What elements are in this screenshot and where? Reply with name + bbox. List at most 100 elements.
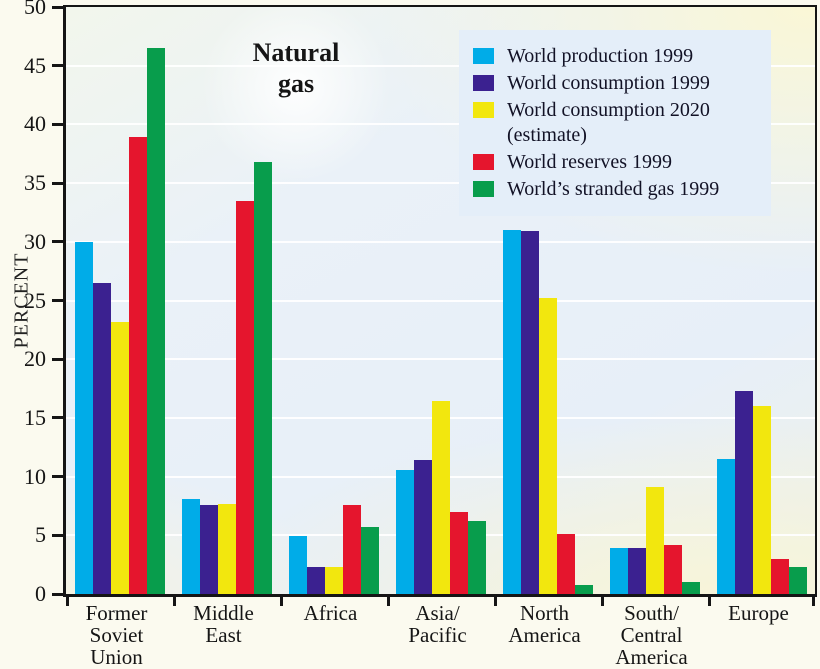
bar-world-consumption-1999	[734, 390, 753, 594]
legend-item-4: World reserves 1999	[473, 150, 771, 175]
bar-world-consumption-1999	[413, 460, 432, 594]
y-tick-label-0: 0	[35, 581, 46, 606]
x-category-label-1: Former Soviet Union	[85, 601, 148, 669]
y-tick-10	[52, 475, 63, 479]
y-tick-label-20: 20	[24, 346, 46, 372]
x-tick-3	[387, 597, 390, 606]
x-tick-1	[173, 597, 176, 606]
bar-world-consumption-2020-estimate	[538, 298, 557, 594]
y-tick-20	[52, 357, 63, 361]
legend-swatch-icon	[473, 48, 494, 64]
gridline-20	[66, 358, 815, 361]
bar-world-consumption-2020-estimate	[431, 401, 450, 594]
gridline-30	[66, 240, 815, 243]
y-tick-45	[52, 64, 63, 68]
y-tick-label-40: 40	[24, 111, 46, 137]
bar-world-reserves-1999	[342, 504, 361, 594]
bar-world-production-1999	[609, 548, 628, 594]
bar-world-consumption-1999	[199, 504, 218, 594]
y-tick-label-5: 5	[35, 522, 46, 548]
bar-group-5	[494, 7, 601, 594]
legend-label: World consumption 2020 (estimate)	[507, 99, 710, 146]
bar-group-1	[66, 7, 173, 594]
bar-world-consumption-2020-estimate	[324, 567, 343, 594]
bar-group-3	[280, 7, 387, 594]
bar-world-s-stranded-gas-1999	[360, 527, 379, 594]
gridline-40	[66, 123, 815, 126]
bar-world-reserves-1999	[556, 534, 575, 594]
bar-world-consumption-2020-estimate	[110, 321, 129, 594]
y-tick-label-35: 35	[24, 170, 46, 196]
bar-world-production-1999	[395, 469, 414, 594]
y-tick-15	[52, 416, 63, 420]
legend-label: World reserves 1999	[507, 151, 673, 173]
y-tick-30	[52, 240, 63, 244]
bar-world-s-stranded-gas-1999	[574, 584, 593, 594]
y-tick-25	[52, 299, 63, 302]
bar-world-reserves-1999	[770, 558, 789, 594]
y-tick-label-15: 15	[24, 404, 46, 430]
bar-world-production-1999	[74, 241, 93, 594]
y-tick-0	[52, 592, 63, 596]
legend-label: World’s stranded gas 1999	[507, 178, 720, 200]
y-tick-label-50: 50	[24, 0, 46, 19]
legend-swatch-icon	[473, 75, 494, 91]
x-category-label-5: North America	[508, 601, 581, 647]
y-tick-label-10: 10	[24, 463, 46, 489]
x-tick-0	[66, 597, 69, 606]
legend-item-1: World production 1999	[473, 44, 771, 69]
x-category-label-7: Europe	[728, 601, 789, 625]
x-tick-5	[601, 597, 604, 606]
bar-group-2	[173, 7, 280, 594]
gridline-25	[66, 299, 815, 302]
bar-world-s-stranded-gas-1999	[253, 161, 272, 594]
plot-area: Natural gas World production 1999 World c…	[24, 0, 817, 606]
bar-world-production-1999	[288, 536, 307, 594]
legend-item-3: World consumption 2020 (estimate)	[473, 98, 771, 148]
legend-item-2: World consumption 1999	[473, 71, 771, 96]
legend-swatch-icon	[473, 154, 494, 170]
bar-world-production-1999	[181, 498, 200, 594]
y-tick-40	[52, 122, 63, 126]
bar-world-s-stranded-gas-1999	[146, 48, 165, 594]
legend-label: World production 1999	[507, 45, 694, 67]
bar-group-4	[387, 7, 494, 594]
x-tick-4	[494, 597, 497, 606]
legend-swatch-icon	[473, 102, 494, 118]
bar-world-production-1999	[716, 459, 735, 594]
y-tick-label-25: 25	[24, 287, 46, 313]
bar-world-s-stranded-gas-1999	[467, 521, 486, 594]
gridline-35	[66, 182, 815, 185]
y-tick-50	[52, 5, 63, 9]
chart-title: Natural gas	[252, 38, 340, 99]
bar-world-consumption-2020-estimate	[752, 406, 771, 594]
y-tick-35	[52, 181, 63, 185]
y-tick-5	[52, 533, 63, 537]
x-tick-2	[280, 597, 283, 606]
bar-world-reserves-1999	[663, 544, 682, 594]
legend-label: World consumption 1999	[507, 72, 710, 94]
bar-world-consumption-1999	[306, 567, 325, 594]
bar-world-s-stranded-gas-1999	[788, 567, 807, 594]
legend: World production 1999 World consumption 1…	[459, 30, 771, 216]
y-tick-label-45: 45	[24, 52, 46, 78]
bar-world-consumption-2020-estimate	[645, 487, 664, 594]
x-category-label-3: Africa	[303, 601, 358, 625]
y-tick-label-30: 30	[24, 228, 46, 254]
x-tick-7	[812, 597, 815, 606]
bar-group-6	[601, 7, 708, 594]
bar-world-production-1999	[502, 230, 521, 594]
legend-item-5: World’s stranded gas 1999	[473, 177, 771, 202]
gridline-45	[66, 64, 815, 67]
x-category-label-2: Middle East	[193, 601, 254, 647]
bar-world-reserves-1999	[449, 511, 468, 594]
bar-world-consumption-2020-estimate	[217, 503, 236, 594]
x-category-label-6: South/ Central America	[615, 601, 688, 669]
bar-world-reserves-1999	[128, 137, 147, 594]
bar-world-s-stranded-gas-1999	[681, 582, 700, 594]
bar-world-consumption-1999	[520, 231, 539, 594]
bar-world-consumption-1999	[627, 548, 646, 594]
bar-group-7	[708, 7, 815, 594]
x-tick-6	[708, 597, 711, 606]
